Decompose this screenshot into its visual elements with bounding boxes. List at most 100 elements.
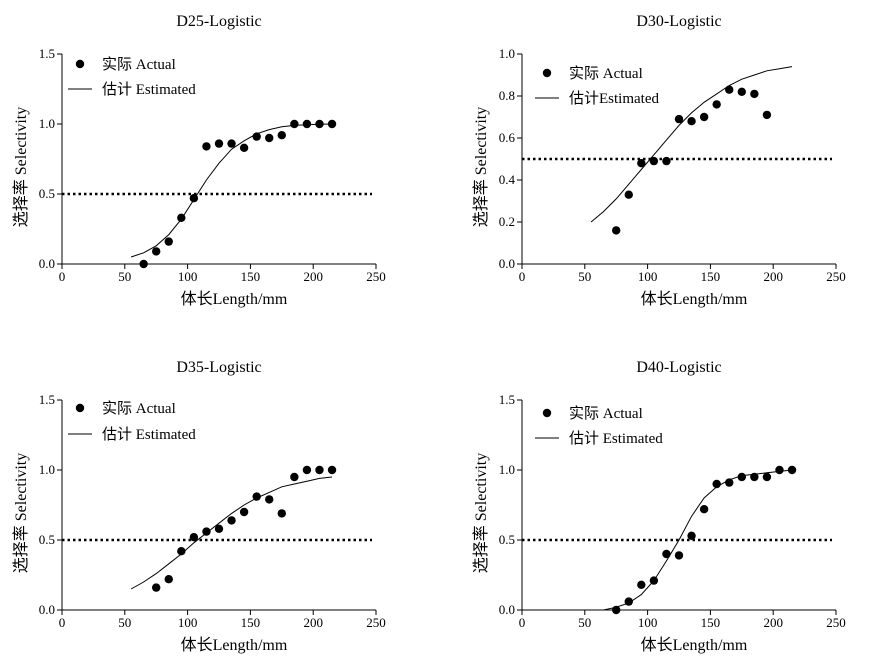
y-tick-label: 0.5	[499, 532, 515, 547]
x-tick-label: 100	[638, 269, 658, 284]
x-tick-label: 250	[366, 615, 386, 630]
x-tick-label: 150	[241, 269, 261, 284]
data-point	[315, 465, 324, 475]
data-point	[189, 194, 199, 203]
estimated-curve	[130, 476, 333, 590]
data-point	[290, 119, 299, 129]
data-point	[290, 472, 299, 482]
x-axis-label: 体长Length/mm	[641, 636, 748, 654]
x-axis-label: 体长Length/mm	[181, 636, 288, 654]
y-tick-label: 1.5	[499, 392, 515, 407]
data-point	[139, 259, 148, 269]
data-point	[239, 507, 249, 517]
data-point	[699, 112, 709, 122]
data-point	[164, 575, 173, 584]
data-point	[302, 119, 312, 129]
y-tick-label: 0.0	[39, 602, 55, 617]
data-point	[612, 226, 621, 235]
legend-label-estimated: 估计 Estimated	[569, 430, 663, 447]
data-point	[277, 509, 286, 518]
data-point	[277, 131, 286, 140]
y-axis-label: 选择率 Selectivity	[12, 107, 30, 227]
data-point	[239, 143, 249, 152]
x-tick-label: 150	[701, 615, 721, 630]
chart-title: D35-Logistic	[176, 359, 261, 376]
chart-panel-4: D40-Logistic 0 50 100 150 200 250 0.0 0.5 1.0 1.5 体…	[472, 359, 846, 654]
y-axis-label: 选择率 Selectivity	[472, 107, 490, 227]
x-tick-label: 250	[366, 269, 386, 284]
chart-title: D30-Logistic	[636, 13, 721, 30]
x-tick-label: 150	[241, 615, 261, 630]
data-point	[327, 119, 337, 129]
x-axis-label: 体长Length/mm	[181, 290, 288, 308]
x-tick-label: 100	[638, 615, 658, 630]
data-point	[327, 465, 337, 475]
legend-label-actual: 实际 Actual	[102, 56, 176, 73]
data-point	[775, 465, 784, 475]
y-tick-label: 1.5	[39, 46, 55, 61]
data-point	[164, 237, 173, 246]
data-point	[762, 110, 772, 120]
y-tick-label: 0.0	[39, 256, 55, 271]
y-tick-label: 0.0	[499, 602, 515, 617]
data-point	[177, 547, 186, 556]
chart-panel-1: D25-Logistic 0 50 100 150 200 250 0.0 0.5 1.0 1.5 体…	[12, 13, 386, 308]
data-point	[725, 85, 734, 94]
data-point	[252, 132, 261, 141]
y-tick-label: 0.4	[499, 172, 516, 187]
legend-label-actual: 实际 Actual	[569, 65, 643, 82]
data-point	[177, 213, 186, 222]
x-tick-label: 200	[303, 269, 323, 284]
legend-label-actual: 实际 Actual	[569, 405, 643, 422]
data-point	[750, 89, 759, 99]
data-point	[750, 472, 759, 482]
data-point	[712, 100, 721, 109]
x-tick-label: 150	[701, 269, 721, 284]
data-point	[152, 583, 161, 592]
estimated-curve	[590, 66, 793, 223]
x-tick-label: 50	[578, 269, 591, 284]
data-point	[737, 87, 746, 97]
data-point	[265, 133, 274, 143]
x-tick-label: 0	[519, 269, 526, 284]
estimated-curve	[130, 123, 333, 258]
legend-label-estimated: 估计 Estimated	[102, 81, 196, 98]
x-tick-label: 250	[826, 269, 846, 284]
x-tick-label: 0	[59, 615, 66, 630]
chart-panel-2: D30-Logistic 0 50 100 150 200 250 0.0 0.2 0.4 0.6 0…	[472, 13, 846, 308]
data-point	[712, 479, 721, 489]
x-tick-label: 200	[763, 269, 783, 284]
data-point	[265, 495, 274, 504]
y-tick-label: 1.0	[499, 462, 515, 477]
x-tick-label: 100	[178, 269, 198, 284]
legend-marker-actual	[75, 403, 85, 413]
data-point	[637, 580, 646, 589]
data-point	[189, 533, 199, 542]
data-point	[302, 465, 312, 475]
data-point	[315, 119, 324, 129]
legend-label-estimated: 估计Estimated	[569, 90, 659, 107]
y-tick-label: 0.8	[499, 88, 515, 103]
legend-label-estimated: 估计 Estimated	[102, 426, 196, 443]
chart-title: D25-Logistic	[176, 13, 261, 30]
data-point	[725, 478, 734, 487]
estimated-curve	[603, 469, 793, 611]
data-point	[152, 247, 161, 256]
y-tick-label: 0.5	[39, 532, 55, 547]
x-tick-label: 250	[826, 615, 846, 630]
data-point	[699, 505, 709, 514]
chart-title: D40-Logistic	[636, 359, 721, 376]
data-point	[612, 605, 621, 615]
x-tick-label: 50	[118, 615, 131, 630]
data-point	[787, 465, 797, 475]
data-point	[649, 576, 659, 585]
data-point	[214, 139, 224, 148]
data-point	[737, 472, 746, 482]
y-tick-label: 1.0	[39, 462, 55, 477]
data-point	[674, 114, 684, 124]
data-point	[687, 117, 696, 126]
data-point	[227, 516, 236, 525]
data-point	[687, 531, 696, 540]
legend-marker-actual	[75, 59, 85, 69]
